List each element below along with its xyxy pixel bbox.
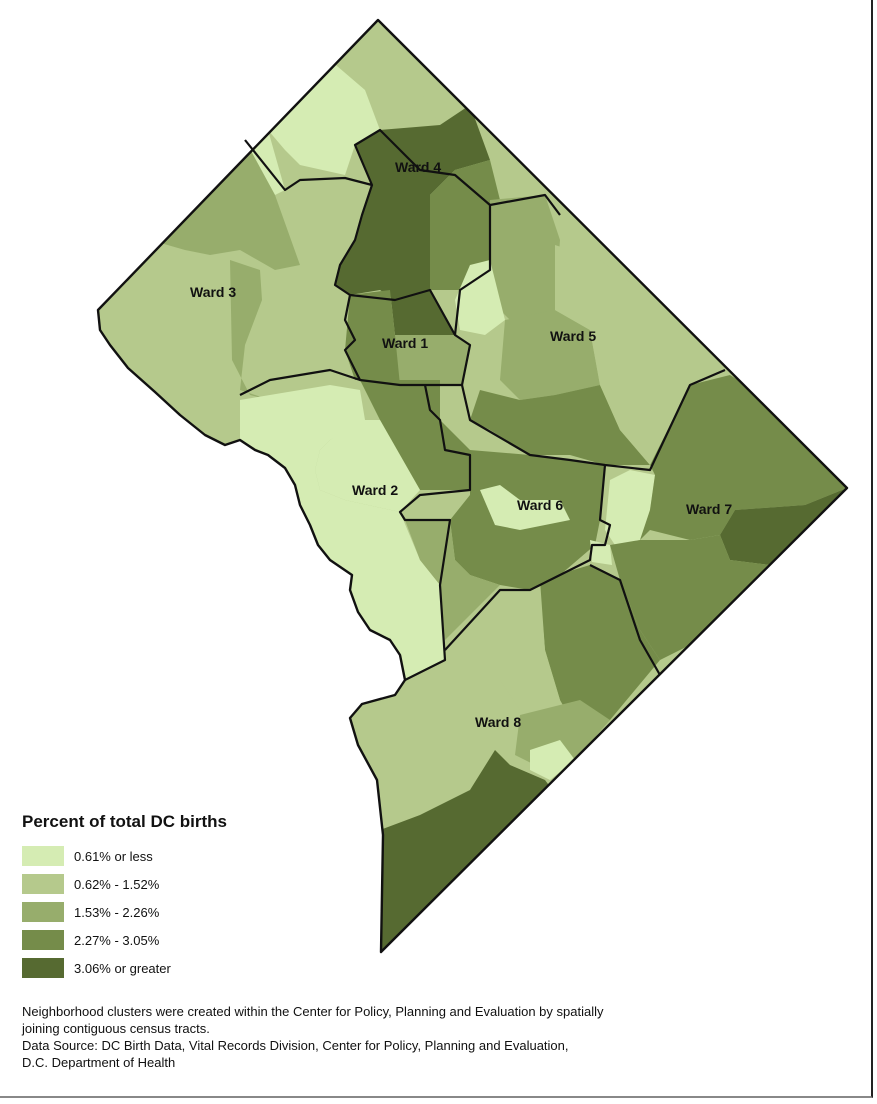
- cluster-ward5-light: [455, 260, 505, 335]
- ward-boundary-3-4: [244, 128, 561, 216]
- cluster-ward1-east: [395, 335, 470, 385]
- dc-births-map: Ward 4 Ward 3 Ward 1 Ward 5 Ward 2 Ward …: [96, 18, 849, 954]
- legend-swatch: [22, 846, 64, 866]
- cluster-ward7-light: [605, 470, 655, 545]
- cluster-ward1-dark: [390, 290, 455, 340]
- cluster-ward5-east: [555, 245, 725, 465]
- cluster-ward2-center: [315, 420, 420, 512]
- note-line: Neighborhood clusters were created withi…: [22, 1004, 604, 1019]
- cluster-ward7-south: [610, 535, 770, 660]
- cluster-ward3-west: [150, 140, 300, 270]
- ward-label-4: Ward 4: [395, 159, 441, 175]
- cluster-ward7-north: [640, 375, 847, 540]
- cluster-ward8-light: [530, 740, 575, 780]
- cluster-ward2-north-dark: [360, 380, 470, 490]
- ward-label-8: Ward 8: [475, 714, 521, 730]
- note-line: Data Source: DC Birth Data, Vital Record…: [22, 1038, 569, 1053]
- legend-swatch: [22, 930, 64, 950]
- source-notes: Neighborhood clusters were created withi…: [22, 1003, 842, 1071]
- note-line: D.C. Department of Health: [22, 1055, 176, 1070]
- ward-label-7: Ward 7: [686, 501, 732, 517]
- dc-boundary: [96, 18, 849, 954]
- legend-label: 2.27% - 3.05%: [74, 932, 160, 948]
- ward-boundary-2-6: [398, 384, 472, 681]
- cluster-ward4-dark: [335, 105, 490, 300]
- cluster-ward6-light: [480, 485, 570, 530]
- legend-item: 1.53% - 2.26%: [22, 898, 227, 926]
- legend-swatch: [22, 958, 64, 978]
- ward-boundaries: [239, 128, 726, 681]
- cluster-ward7-light-small: [590, 540, 612, 565]
- legend-title: Percent of total DC births: [22, 812, 227, 831]
- ward-label-5: Ward 5: [550, 328, 596, 344]
- cluster-ward7-dark: [720, 488, 847, 565]
- cluster-ward8-dark: [380, 750, 560, 952]
- legend-item: 3.06% or greater: [22, 954, 227, 982]
- legend-swatch: [22, 874, 64, 894]
- ward-boundary-7-8: [589, 564, 661, 676]
- map-legend: Percent of total DC births 0.61% or less…: [22, 812, 227, 982]
- cluster-ward3-mid: [230, 260, 270, 400]
- cluster-ward2-light: [240, 385, 445, 680]
- cluster-ward8-mid: [500, 590, 560, 710]
- ward-boundary-4-5: [453, 205, 492, 336]
- legend-label: 3.06% or greater: [74, 960, 171, 976]
- ward-label-1: Ward 1: [382, 335, 428, 351]
- ward-boundary-2-3: [239, 368, 361, 396]
- cluster-ward5-center: [500, 310, 600, 400]
- cluster-ward1-west: [345, 290, 405, 380]
- ward-label-3: Ward 3: [190, 284, 236, 300]
- cluster-ward6-southwest: [405, 520, 500, 640]
- legend-label: 0.61% or less: [74, 848, 153, 864]
- cluster-ward5-north: [490, 195, 560, 330]
- legend-label: 1.53% - 2.26%: [74, 904, 160, 920]
- note-line: joining contiguous census tracts.: [22, 1021, 210, 1036]
- ward-boundary-1: [343, 288, 472, 387]
- legend-label: 0.62% - 1.52%: [74, 876, 160, 892]
- legend-item: 2.27% - 3.05%: [22, 926, 227, 954]
- ward-boundary-6-8: [444, 464, 612, 651]
- cluster-ward4-east: [430, 160, 500, 290]
- legend-item: 0.62% - 1.52%: [22, 870, 227, 898]
- legend-item: 0.61% or less: [22, 842, 227, 870]
- ward-label-2: Ward 2: [352, 482, 398, 498]
- ward-boundary-5-6: [460, 368, 726, 472]
- legend-swatch: [22, 902, 64, 922]
- ward-label-6: Ward 6: [517, 497, 563, 513]
- ward-boundary-4-west: [333, 184, 374, 296]
